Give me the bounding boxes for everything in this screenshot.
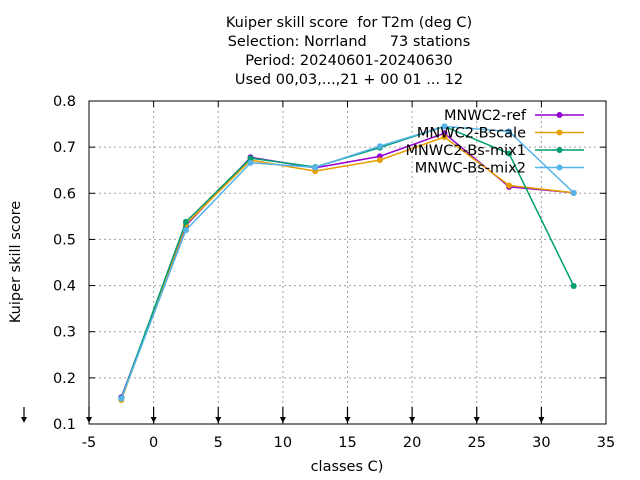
data-point [506, 128, 513, 135]
title-line-4: Used 00,03,...,21 + 00 01 ... 12 [234, 72, 464, 88]
legend-label-1: MNWC2-ref [444, 108, 527, 124]
data-point [441, 123, 448, 130]
series-group [118, 123, 577, 404]
title-line-1: Kuiper skill score for T2m (deg C) [225, 15, 473, 31]
data-point [182, 218, 189, 225]
legend-marker-1 [556, 112, 563, 118]
x-tick-label: 25 [468, 435, 486, 451]
series-line-4 [120, 125, 575, 399]
x-tick-label: 35 [597, 435, 615, 451]
grid [89, 101, 606, 424]
data-point [570, 283, 577, 290]
x-tick-label: 15 [338, 435, 356, 451]
y-tick-label: 0.2 [53, 371, 76, 387]
title-line-2: Selection: Norrland 73 stations [227, 34, 471, 50]
x-tick-label: 20 [403, 435, 421, 451]
data-point [182, 227, 189, 234]
legend-label-4: MNWC-Bs-mix2 [415, 161, 526, 177]
y-tick-label: 0.5 [53, 232, 76, 248]
axis-arrow-left-head [21, 417, 27, 423]
y-tick-label: 0.4 [53, 279, 76, 295]
class-boundary-arrow-head [538, 417, 545, 423]
data-point [312, 164, 319, 171]
y-axis-label: Kuiper skill score [8, 201, 24, 323]
legend-label-2: MNWC2-Bscale [417, 126, 526, 142]
data-point [570, 189, 577, 196]
data-point [376, 157, 383, 164]
x-tick-label: 10 [274, 435, 292, 451]
y-tick-label: 0.7 [53, 140, 76, 156]
x-tick-label: 0 [149, 435, 158, 451]
x-tick-label: -5 [82, 435, 96, 451]
axis-ticks: -5 0 5 10 15 20 25 30 35 0.1 0.2 0.3 0.4 0.5 0.6 0.7 0.8 [53, 94, 615, 451]
y-tick-label: 0.1 [53, 417, 76, 433]
x-axis-label: classes C) [311, 459, 384, 475]
legend-label-3: MNWC2-Bs-mix1 [406, 143, 526, 159]
class-boundary-arrow-head [279, 417, 286, 423]
data-point [118, 395, 125, 402]
class-boundary-arrow-head [215, 417, 222, 423]
legend-marker-4 [556, 164, 563, 171]
bottom-arrows [21, 407, 545, 423]
data-point [376, 143, 383, 150]
legend-marker-2 [556, 129, 563, 136]
data-point [506, 150, 513, 157]
data-point [441, 133, 448, 140]
data-point [247, 155, 254, 162]
class-boundary-arrow-head [150, 417, 157, 423]
x-tick-label: 30 [532, 435, 550, 451]
chart-title: Kuiper skill score for T2m (deg C) Selec… [0, 14, 640, 90]
legend-marker-3 [556, 147, 563, 153]
title-line-3: Period: 20240601-20240630 [245, 53, 453, 69]
y-tick-label: 0.6 [53, 186, 76, 202]
class-boundary-arrow-head [86, 417, 92, 423]
class-boundary-arrow-head [473, 417, 480, 423]
class-boundary-arrow-head [409, 417, 416, 423]
series-line-2 [120, 136, 574, 401]
data-point [247, 159, 254, 166]
x-tick-label: 5 [214, 435, 223, 451]
y-tick-label: 0.8 [53, 94, 76, 110]
class-boundary-arrow-head [344, 417, 351, 423]
data-point [506, 182, 513, 189]
y-tick-label: 0.3 [53, 325, 76, 341]
